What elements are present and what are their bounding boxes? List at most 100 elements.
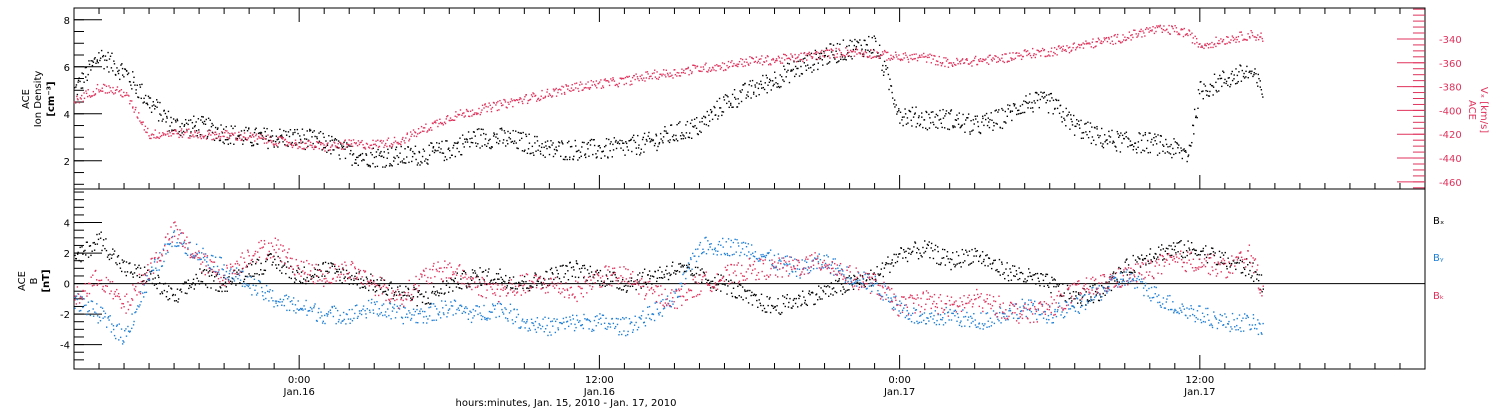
bx-point	[440, 288, 441, 289]
vx-point	[194, 130, 195, 131]
ion-density-point	[681, 138, 682, 139]
vx-point	[1200, 47, 1201, 48]
vx-point	[257, 138, 258, 139]
ion-density-point	[874, 35, 875, 36]
vx-point	[391, 143, 392, 144]
ion-density-point	[202, 122, 203, 123]
by-point	[275, 302, 276, 303]
by-point	[297, 308, 298, 309]
ion-density-point	[1232, 71, 1233, 72]
vx-point	[392, 146, 393, 147]
bx-point	[912, 251, 913, 252]
ion-density-point	[75, 86, 76, 87]
ion-density-point	[691, 119, 692, 120]
bx-point	[1014, 276, 1015, 277]
bx-point	[352, 283, 353, 284]
vx-point	[376, 145, 377, 146]
bx-point	[853, 289, 854, 290]
ion-density-point	[391, 147, 392, 148]
by-point	[223, 264, 224, 265]
vx-point	[460, 109, 461, 110]
bx-point	[90, 255, 91, 256]
vx-point	[497, 101, 498, 102]
vx-point	[1081, 44, 1082, 45]
bx-point	[887, 256, 888, 257]
vx-point	[146, 132, 147, 133]
ion-density-point	[762, 75, 763, 76]
ion-density-point	[245, 138, 246, 139]
by-point	[117, 324, 118, 325]
by-point	[400, 305, 401, 306]
vx-point	[619, 83, 620, 84]
bx-point	[832, 294, 833, 295]
bx-point	[1119, 281, 1120, 282]
ion-density-point	[971, 130, 972, 131]
bx-point	[1227, 257, 1228, 258]
ion-density-point	[605, 145, 606, 146]
bx-point	[674, 270, 675, 271]
vx-point	[593, 81, 594, 82]
bx-point	[828, 296, 829, 297]
bx-point	[150, 273, 151, 274]
bx-point	[938, 264, 939, 265]
bx-point	[989, 258, 990, 259]
ion-density-point	[529, 142, 530, 143]
vx-point	[526, 94, 527, 95]
ion-density-point	[734, 89, 735, 90]
bx-point	[620, 283, 621, 284]
by-point	[390, 303, 391, 304]
ion-density-point	[1107, 143, 1108, 144]
ion-density-point	[1014, 104, 1015, 105]
bx-point	[672, 262, 673, 263]
ion-density-point	[289, 136, 290, 137]
vx-point	[642, 79, 643, 80]
bx-point	[1075, 291, 1076, 292]
bx-point	[675, 273, 676, 274]
bx-point	[840, 290, 841, 291]
ion-density-point	[317, 138, 318, 139]
ion-density-point	[439, 143, 440, 144]
vx-point	[354, 142, 355, 143]
by-point	[396, 311, 397, 312]
bx-point	[281, 272, 282, 273]
bx-point	[773, 308, 774, 309]
vx-point	[208, 133, 209, 134]
by-point	[406, 313, 407, 314]
bx-point	[1191, 242, 1192, 243]
vx-point	[1238, 36, 1239, 37]
bx-point	[1241, 272, 1242, 273]
vx-point	[112, 87, 113, 88]
vx-point	[1229, 42, 1230, 43]
ion-density-point	[781, 76, 782, 77]
vx-point	[1208, 44, 1209, 45]
ion-density-point	[144, 101, 145, 102]
by-point	[318, 312, 319, 313]
ion-density-point	[910, 111, 911, 112]
vx-point	[824, 56, 825, 57]
ion-density-point	[133, 77, 134, 78]
vx-point	[1031, 57, 1032, 58]
vx-point	[210, 134, 211, 135]
bx-point	[99, 233, 100, 234]
vx-point	[748, 65, 749, 66]
vx-point	[533, 93, 534, 94]
ion-density-point	[181, 123, 182, 124]
ion-density-point	[151, 112, 152, 113]
ion-density-point	[350, 146, 351, 147]
vx-point	[1204, 43, 1205, 44]
ion-density-point	[802, 73, 803, 74]
ion-density-point	[1034, 100, 1035, 101]
vx-point	[351, 140, 352, 141]
bx-point	[1171, 255, 1172, 256]
by-point	[393, 308, 394, 309]
bx-point	[1016, 270, 1017, 271]
bx-point	[174, 300, 175, 301]
vx-point	[755, 61, 756, 62]
vx-point	[762, 64, 763, 65]
vx-point	[712, 67, 713, 68]
by-point	[413, 314, 414, 315]
bx-point	[209, 270, 210, 271]
vx-point	[700, 71, 701, 72]
vx-point	[370, 145, 371, 146]
